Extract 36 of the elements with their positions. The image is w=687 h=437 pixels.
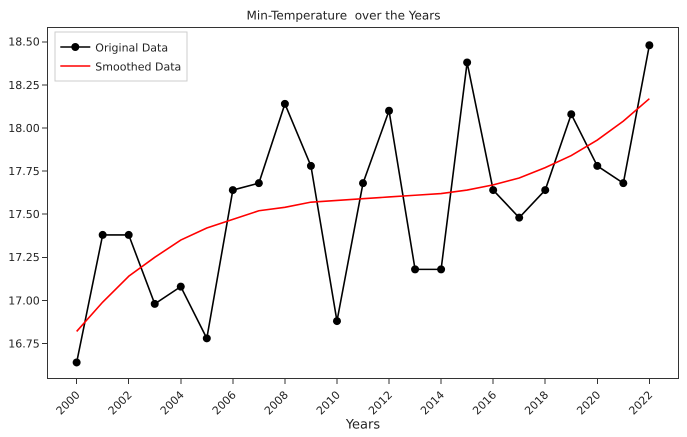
point <box>332 317 341 326</box>
point <box>567 110 576 118</box>
x-axis-title: Years <box>344 418 380 433</box>
y-tick-label: 17.00 <box>8 294 40 308</box>
point <box>306 162 315 170</box>
point <box>645 41 654 50</box>
point <box>515 214 524 222</box>
point <box>541 186 550 194</box>
point <box>176 282 185 291</box>
point <box>124 230 133 239</box>
y-tick-label: 17.50 <box>8 208 40 222</box>
point <box>280 100 289 108</box>
point <box>359 179 367 188</box>
legend-label: Original Data <box>95 41 168 54</box>
chart-title: Min-Temperature over the Years <box>246 8 440 22</box>
point <box>489 186 498 194</box>
legend-label: Smoothed Data <box>95 60 182 74</box>
point <box>619 179 628 188</box>
y-tick-label: 16.75 <box>8 337 40 350</box>
y-tick-label: 17.75 <box>8 164 40 178</box>
point <box>150 300 159 308</box>
point <box>72 358 81 366</box>
y-tick-label: 18.25 <box>8 78 40 92</box>
y-tick-label: 18.50 <box>8 36 40 49</box>
y-tick-label: 18.00 <box>8 122 40 135</box>
point <box>385 106 394 115</box>
line-series <box>76 98 650 332</box>
y-tick-label: 17.25 <box>8 251 40 264</box>
point <box>593 162 602 170</box>
point <box>437 265 446 274</box>
point <box>463 58 472 66</box>
point <box>254 179 263 188</box>
point <box>228 186 237 194</box>
point <box>98 230 107 239</box>
point <box>202 334 211 342</box>
point <box>411 265 420 274</box>
